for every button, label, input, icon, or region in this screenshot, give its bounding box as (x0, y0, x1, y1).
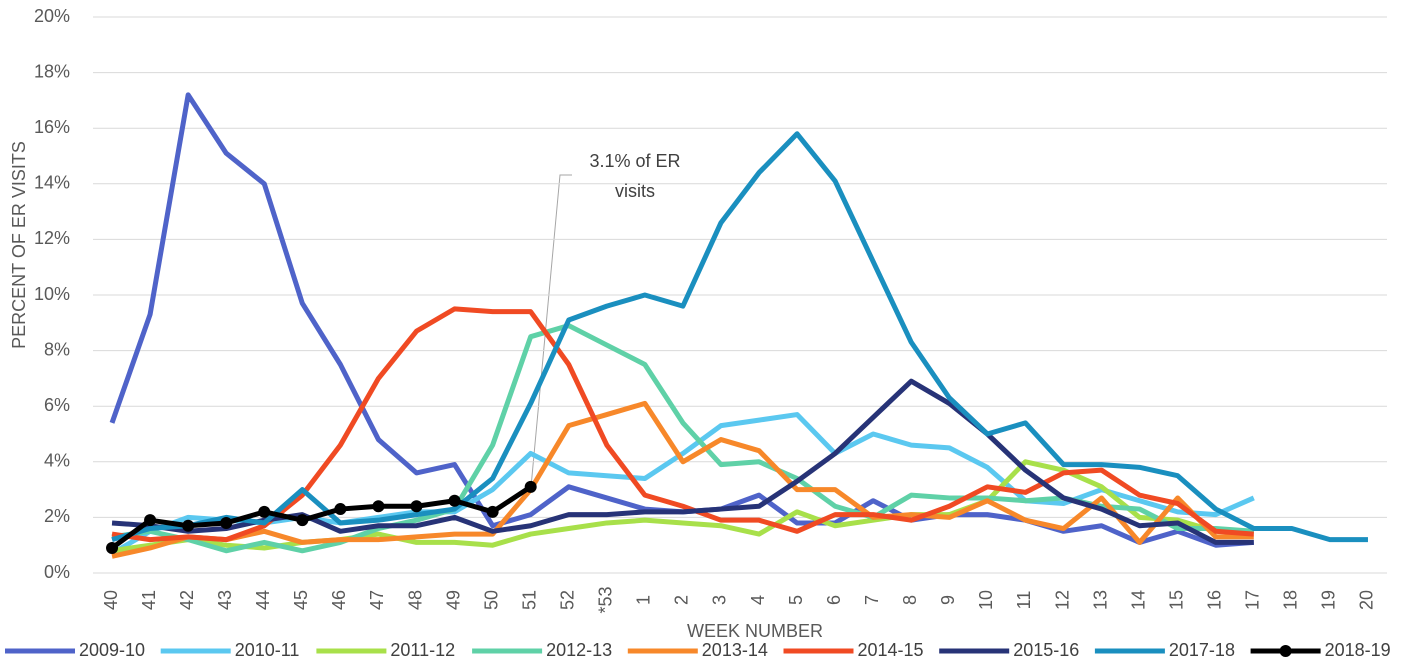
x-tick-label: 40 (101, 590, 121, 610)
x-tick-label: 3 (710, 595, 730, 605)
series-line (111, 400, 1254, 559)
y-tick-label: 14% (34, 173, 70, 193)
legend-label: 2012-13 (546, 640, 612, 660)
x-tick-label: 14 (1128, 590, 1148, 610)
x-tick-label: 51 (519, 590, 539, 610)
point (220, 516, 233, 529)
legend-label: 2015-16 (1013, 640, 1079, 660)
y-tick-label: 18% (34, 61, 70, 81)
legend-label: 2011-12 (390, 640, 455, 660)
series-line (110, 412, 1255, 556)
x-tick-label: 12 (1052, 590, 1072, 610)
legend-label: 2014-15 (858, 640, 924, 660)
x-tick-label: 1 (634, 595, 654, 605)
y-tick-label: 16% (34, 117, 70, 137)
legend-label: 2009-10 (79, 640, 145, 660)
x-tick-label: 13 (1090, 590, 1110, 610)
x-tick-label: 47 (367, 590, 387, 610)
x-tick-label: 43 (215, 590, 235, 610)
x-tick-label: 2 (672, 595, 692, 605)
y-tick-label: 0% (44, 562, 70, 582)
legend-label: 2013-14 (702, 640, 768, 660)
x-tick-label: 9 (938, 595, 958, 605)
x-tick-label: 20 (1357, 590, 1377, 610)
y-axis-title: PERCENT OF ER VISITS (9, 141, 29, 349)
series-line (111, 306, 1254, 543)
y-tick-label: 8% (44, 339, 70, 359)
point (258, 505, 271, 518)
x-tick-label: 6 (824, 595, 844, 605)
point (106, 541, 119, 554)
x-tick-label: 7 (862, 595, 882, 605)
legend-label: 2017-18 (1169, 640, 1235, 660)
x-tick-label: 15 (1166, 590, 1186, 610)
point (182, 519, 195, 532)
point (410, 500, 423, 513)
point (144, 514, 157, 527)
y-tick-label: 12% (34, 228, 70, 248)
x-tick-label: 17 (1243, 590, 1263, 610)
legend-label: 2018-19 (1325, 640, 1391, 660)
x-tick-label: 49 (443, 590, 463, 610)
x-tick-label: 19 (1319, 590, 1339, 610)
point (372, 500, 385, 513)
x-tick-label: 41 (139, 590, 159, 610)
series-line (110, 484, 533, 550)
x-tick-label: 48 (405, 590, 425, 610)
x-tick-label: 18 (1281, 590, 1301, 610)
x-tick-label: 42 (177, 590, 197, 610)
point (334, 503, 347, 516)
x-tick-label: 44 (253, 590, 273, 610)
x-tick-label: 52 (557, 590, 577, 610)
legend-label: 2010-11 (235, 640, 300, 660)
annotation: 3.1% of ER visits (589, 151, 681, 201)
x-tick-label: 45 (291, 590, 311, 610)
x-tick-label: 10 (976, 590, 996, 610)
x-tick-label: 5 (786, 595, 806, 605)
x-tick-label: 46 (329, 590, 349, 610)
legend-marker (1279, 645, 1292, 657)
x-axis-title: WEEK NUMBER (687, 621, 823, 641)
x-tick-label: *53 (596, 586, 616, 613)
point (524, 480, 537, 493)
point (296, 514, 309, 527)
y-tick-label: 4% (44, 451, 70, 471)
x-tick-label: 8 (900, 595, 920, 605)
y-tick-label: 10% (34, 284, 70, 304)
y-tick-label: 20% (34, 6, 70, 26)
y-tick-label: 6% (44, 395, 70, 415)
x-tick-label: 50 (481, 590, 501, 610)
x-tick-label: 4 (748, 595, 768, 605)
x-tick-label: 16 (1204, 590, 1224, 610)
point (448, 494, 461, 507)
x-tick-label: 11 (1014, 591, 1034, 610)
y-tick-label: 2% (44, 506, 70, 526)
series-line (111, 131, 1368, 543)
point (486, 505, 499, 518)
